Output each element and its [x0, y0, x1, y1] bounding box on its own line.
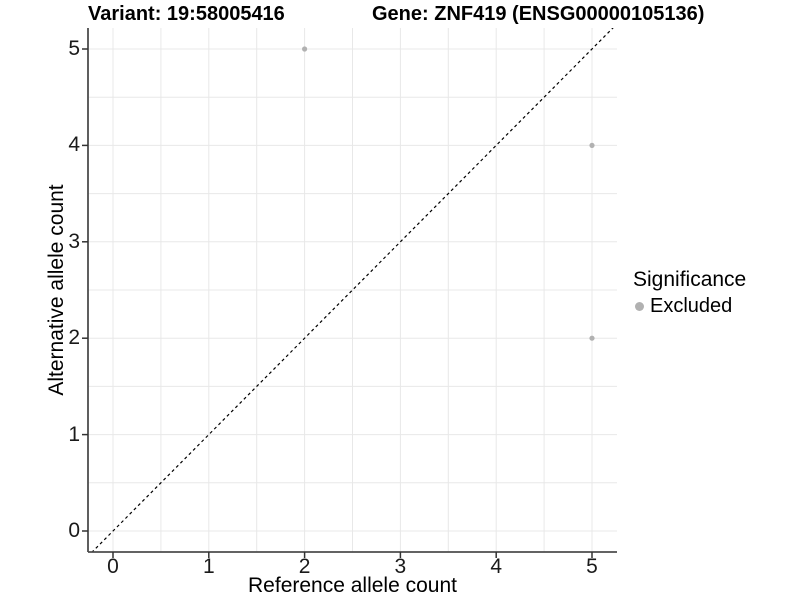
y-tick-label: 5 — [68, 37, 80, 60]
data-point — [589, 335, 595, 341]
y-tick-label: 2 — [68, 326, 80, 350]
x-tick-label: 1 — [202, 555, 215, 578]
y-tick-label: 4 — [68, 133, 80, 157]
y-tick-label: 0 — [68, 519, 80, 542]
y-axis-title: Alternative allele count — [45, 184, 68, 396]
y-tick-label: 3 — [68, 229, 80, 253]
legend-item-excluded: Excluded — [633, 294, 746, 318]
excluded-point-icon — [635, 301, 644, 311]
x-tick-label: 4 — [490, 555, 503, 578]
x-axis-title: Reference allele count — [248, 574, 457, 597]
x-tick-label: 2 — [298, 555, 311, 578]
x-tick-label: 5 — [586, 555, 598, 578]
x-tick-label: 0 — [107, 555, 119, 578]
y-tick-label: 1 — [68, 422, 80, 446]
data-point — [589, 142, 595, 148]
legend-title: Significance — [633, 268, 747, 291]
plot-title-gene: Gene: ZNF419 (ENSG00000105136) — [372, 3, 705, 25]
x-tick-label: 3 — [394, 555, 407, 578]
legend: Significance Excluded — [633, 268, 746, 318]
plot-title-variant: Variant: 19:58005416 — [88, 3, 285, 25]
legend-item-label: Excluded — [650, 295, 733, 317]
identity-line — [91, 28, 614, 552]
data-point — [302, 46, 308, 52]
